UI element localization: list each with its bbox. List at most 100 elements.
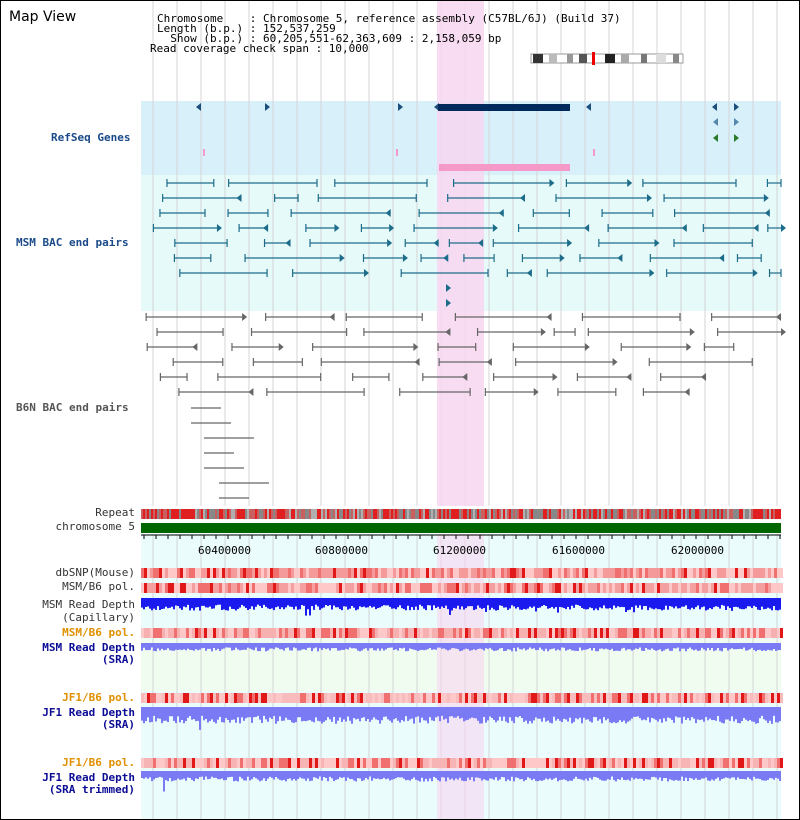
read-depth-bar <box>673 771 675 781</box>
read-depth-bar <box>275 643 277 648</box>
repeat-mark <box>421 509 423 519</box>
read-depth-bar <box>533 643 535 649</box>
polymorphism-mark <box>468 568 471 578</box>
polymorphism-mark <box>549 568 552 578</box>
repeat-mark <box>773 509 775 519</box>
polymorphism-mark <box>162 758 165 768</box>
polymorphism-mark <box>384 568 387 578</box>
read-depth-bar <box>319 598 321 610</box>
read-depth-bar <box>679 707 681 718</box>
read-depth-bar <box>603 598 605 606</box>
polymorphism-mark <box>702 583 705 593</box>
read-depth-bar <box>689 643 691 648</box>
polymorphism-mark <box>279 583 282 593</box>
polymorphism-mark <box>249 628 252 638</box>
read-depth-bar <box>331 707 333 722</box>
polymorphism-mark <box>528 583 531 593</box>
read-depth-bar <box>513 771 515 782</box>
polymorphism-mark <box>429 758 432 768</box>
polymorphism-mark <box>201 628 204 638</box>
polymorphism-mark <box>438 758 441 768</box>
polymorphism-mark <box>696 568 699 578</box>
read-depth-bar <box>509 643 511 650</box>
repeat-mark <box>619 509 621 519</box>
feature-arrow <box>713 118 718 126</box>
read-depth-bar <box>771 771 773 779</box>
ideogram-band <box>605 54 615 63</box>
track-label-msm-bac[interactable]: MSM BAC end pairs <box>16 236 129 249</box>
read-depth-bar <box>181 771 183 780</box>
polymorphism-mark <box>252 628 255 638</box>
read-depth-bar <box>593 643 595 649</box>
polymorphism-mark <box>519 628 522 638</box>
polymorphism-mark <box>558 628 561 638</box>
polymorphism-mark <box>642 583 645 593</box>
read-depth-bar <box>255 643 257 648</box>
read-depth-bar <box>645 707 647 721</box>
read-depth-bar <box>413 598 415 610</box>
repeat-mark <box>161 509 163 519</box>
repeat-mark <box>675 509 677 519</box>
polymorphism-mark <box>552 583 555 593</box>
polymorphism-mark <box>315 628 318 638</box>
repeat-mark <box>687 509 689 519</box>
read-depth-bar <box>551 643 553 649</box>
read-depth-bar <box>525 771 527 780</box>
read-depth-bar <box>595 643 597 652</box>
polymorphism-mark <box>666 628 669 638</box>
repeat-mark <box>169 509 171 519</box>
read-depth-bar <box>609 707 611 723</box>
read-depth-bar <box>735 771 737 780</box>
polymorphism-mark <box>678 583 681 593</box>
read-depth-bar <box>597 598 599 611</box>
track-label-b6n-bac[interactable]: B6N BAC end pairs <box>16 401 129 414</box>
read-depth-bar <box>435 771 437 779</box>
polymorphism-mark <box>195 628 198 638</box>
read-depth-bar <box>669 643 671 651</box>
feature-arrow <box>559 254 565 262</box>
read-depth-bar <box>255 771 257 779</box>
polymorphism-mark <box>705 758 708 768</box>
polymorphism-mark <box>708 758 711 768</box>
repeat-mark <box>741 509 743 519</box>
polymorphism-mark <box>471 693 474 703</box>
polymorphism-mark <box>756 628 759 638</box>
read-depth-bar <box>689 707 691 721</box>
repeat-mark <box>679 509 681 519</box>
polymorphism-mark <box>651 583 654 593</box>
read-depth-bar <box>283 771 285 780</box>
read-depth-bar <box>419 771 421 782</box>
read-depth-bar <box>451 643 453 649</box>
repeat-mark <box>389 509 391 519</box>
read-depth-bar <box>649 771 651 780</box>
polymorphism-mark <box>432 628 435 638</box>
polymorphism-mark <box>357 628 360 638</box>
repeat-mark <box>645 509 647 519</box>
repeat-mark <box>309 509 311 519</box>
read-depth-bar <box>759 598 761 611</box>
polymorphism-mark <box>555 758 558 768</box>
read-depth-bar <box>537 598 539 608</box>
read-depth-bar <box>739 771 741 780</box>
read-depth-bar <box>737 707 739 724</box>
read-depth-bar <box>453 643 455 649</box>
read-depth-bar <box>359 643 361 652</box>
read-depth-bar <box>327 643 329 649</box>
polymorphism-mark <box>627 758 630 768</box>
polymorphism-mark <box>147 693 150 703</box>
read-depth-bar <box>679 771 681 781</box>
read-depth-bar <box>191 643 193 651</box>
read-depth-bar <box>755 643 757 652</box>
read-depth-bar <box>601 707 603 724</box>
read-depth-bar <box>623 598 625 608</box>
polymorphism-mark <box>630 583 633 593</box>
polymorphism-mark <box>369 568 372 578</box>
repeat-mark <box>401 509 403 519</box>
read-depth-bar <box>511 598 513 606</box>
polymorphism-mark <box>312 628 315 638</box>
track-label-refseq[interactable]: RefSeq Genes <box>51 131 131 144</box>
polymorphism-mark <box>300 758 303 768</box>
read-depth-bar <box>661 598 663 611</box>
polymorphism-mark <box>567 758 570 768</box>
